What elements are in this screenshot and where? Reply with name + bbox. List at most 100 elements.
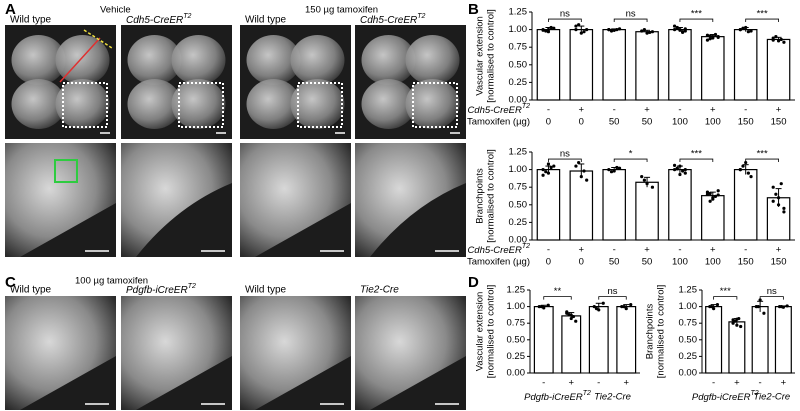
group-label: Tie2-Cre — [753, 392, 790, 403]
x-tick-label: - — [542, 378, 545, 389]
y-axis-title: Vascular extension — [475, 292, 486, 372]
x-tick-label: + — [776, 105, 782, 116]
significance-label: *** — [757, 149, 768, 160]
data-point — [642, 28, 646, 32]
row-label: Cdh5-CreERT2 — [467, 103, 530, 115]
bar — [733, 29, 758, 101]
bar — [728, 321, 746, 374]
x-tick-label: + — [776, 245, 782, 256]
x-tick-label: 100 — [705, 117, 721, 128]
x-tick-label: - — [613, 105, 616, 116]
bar — [536, 29, 561, 101]
data-point — [708, 199, 712, 203]
image-label-sup: T2 — [188, 283, 196, 290]
data-point — [708, 34, 712, 38]
significance-bracket — [679, 18, 714, 23]
significance-bracket — [759, 296, 784, 300]
retina-petal — [171, 35, 226, 85]
bar — [635, 31, 659, 101]
data-point — [749, 29, 753, 33]
data-point — [617, 166, 622, 170]
data-point — [645, 31, 649, 35]
data-point — [710, 305, 714, 309]
x-tick-label: 150 — [738, 257, 754, 268]
data-point — [675, 167, 679, 171]
retina-petal — [55, 79, 110, 129]
bar — [705, 306, 723, 374]
data-point — [642, 178, 646, 182]
data-point — [650, 185, 655, 189]
data-point — [609, 29, 614, 33]
data-point — [672, 24, 677, 28]
data-point — [546, 162, 551, 166]
data-point — [675, 25, 679, 30]
bar — [701, 36, 725, 101]
data-point — [594, 306, 599, 311]
bar-chart: Branchpoints [normalised to control] 0.00 0… — [475, 147, 795, 268]
bar — [602, 169, 626, 241]
data-point — [738, 168, 742, 172]
y-tick-label: 0.50 — [509, 199, 528, 210]
data-point — [592, 305, 596, 309]
significance-label: ** — [554, 286, 562, 297]
data-point — [711, 197, 715, 201]
x-tick-label: - — [759, 378, 762, 389]
data-point — [609, 170, 614, 174]
data-point — [541, 28, 545, 32]
data-point — [607, 28, 611, 32]
data-point — [678, 164, 682, 168]
retina-petal — [246, 35, 301, 85]
retina-petal — [246, 79, 301, 129]
data-point — [617, 27, 622, 31]
data-point — [774, 192, 778, 196]
panel-label: C — [5, 274, 16, 291]
x-tick-label: + — [734, 378, 740, 389]
retina-petal — [171, 79, 226, 129]
data-point — [746, 30, 750, 34]
data-point — [585, 178, 589, 182]
x-tick-label: 0 — [546, 117, 551, 128]
radius-line — [83, 29, 113, 49]
y-tick-label: 1.00 — [679, 301, 698, 312]
y-tick-label: 1.25 — [507, 285, 526, 296]
significance-bracket — [543, 296, 572, 300]
data-point — [708, 191, 712, 196]
vessel-area — [240, 296, 351, 410]
data-point — [785, 304, 789, 308]
retina-petal — [290, 35, 345, 85]
treatment-label: 150 µg tamoxifen — [305, 5, 378, 16]
panel-label: B — [468, 1, 479, 18]
data-point — [544, 170, 548, 174]
data-point — [615, 165, 619, 170]
row-label-main: Cdh5-CreER — [467, 245, 522, 256]
data-point — [579, 175, 583, 179]
panel-label: D — [468, 274, 479, 291]
image-label: Cdh5-CreERT2 — [360, 13, 426, 25]
group-label-main: Pdgfb-iCreER — [692, 392, 751, 403]
image-label: Wild type — [245, 15, 287, 26]
significance-label: ns — [560, 149, 570, 160]
significance-label: ns — [767, 286, 777, 297]
data-point — [601, 301, 605, 305]
y-tick-label: 1.00 — [507, 301, 526, 312]
y-tick-label: 1.25 — [509, 147, 528, 158]
data-point — [541, 173, 545, 177]
bar — [561, 315, 582, 374]
roi-box — [54, 159, 78, 183]
x-tick-label: 50 — [642, 257, 653, 268]
data-point — [582, 30, 586, 34]
image-label-main: Cdh5-CreER — [360, 15, 417, 26]
image-label-main: Pdgfb-iCreER — [126, 285, 188, 296]
x-tick-label: + — [781, 378, 787, 389]
bar — [616, 306, 637, 374]
image-label: Wild type — [245, 285, 287, 296]
data-point — [744, 25, 748, 30]
retina-petal — [361, 79, 416, 129]
row-label-sup: T2 — [522, 103, 530, 110]
x-tick-label: 50 — [609, 257, 620, 268]
data-point — [640, 175, 644, 179]
retina-petal — [405, 79, 460, 129]
x-tick-label: - — [547, 105, 550, 116]
significance-label: *** — [691, 9, 702, 20]
